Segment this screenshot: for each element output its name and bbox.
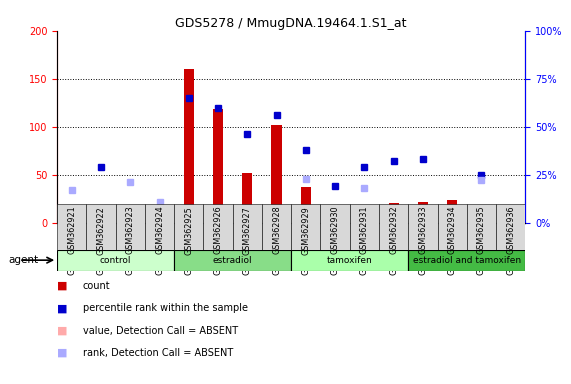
Text: GSM362922: GSM362922 <box>96 206 106 255</box>
Text: value, Detection Call = ABSENT: value, Detection Call = ABSENT <box>83 326 238 336</box>
Text: GSM362935: GSM362935 <box>477 206 486 255</box>
Text: GSM362925: GSM362925 <box>184 206 194 255</box>
Text: control: control <box>100 256 131 265</box>
Text: estradiol: estradiol <box>213 256 252 265</box>
Bar <box>496 204 525 250</box>
Bar <box>418 202 428 223</box>
Bar <box>330 213 340 223</box>
Text: GSM362930: GSM362930 <box>331 206 340 254</box>
Text: GSM362927: GSM362927 <box>243 206 252 255</box>
Bar <box>57 250 174 271</box>
Text: tamoxifen: tamoxifen <box>327 256 373 265</box>
Bar <box>115 204 145 250</box>
Bar <box>271 125 282 223</box>
Text: GSM362928: GSM362928 <box>272 206 281 255</box>
Text: ■: ■ <box>57 281 67 291</box>
Bar <box>291 204 320 250</box>
Bar <box>476 211 486 223</box>
Text: count: count <box>83 281 110 291</box>
Text: rank, Detection Call = ABSENT: rank, Detection Call = ABSENT <box>83 348 233 358</box>
Bar <box>330 211 340 223</box>
Text: GSM362933: GSM362933 <box>419 206 428 254</box>
Bar <box>437 204 467 250</box>
Bar <box>301 187 311 223</box>
Bar <box>203 204 233 250</box>
Bar <box>379 204 408 250</box>
Bar <box>154 213 164 223</box>
Text: ■: ■ <box>57 326 67 336</box>
Bar <box>505 207 516 223</box>
Bar <box>242 173 252 223</box>
Bar <box>408 250 525 271</box>
Bar <box>447 200 457 223</box>
Bar <box>467 204 496 250</box>
Text: GSM362921: GSM362921 <box>67 206 77 255</box>
Bar <box>184 69 194 223</box>
Bar <box>262 204 291 250</box>
Text: GSM362926: GSM362926 <box>214 206 223 255</box>
Text: agent: agent <box>9 255 39 265</box>
Text: GSM362929: GSM362929 <box>301 206 311 255</box>
Bar <box>67 215 77 223</box>
Bar <box>96 205 106 223</box>
Bar <box>145 204 174 250</box>
Text: GSM362924: GSM362924 <box>155 206 164 255</box>
Bar <box>213 109 223 223</box>
Title: GDS5278 / MmugDNA.19464.1.S1_at: GDS5278 / MmugDNA.19464.1.S1_at <box>175 17 407 30</box>
Bar <box>408 204 437 250</box>
Text: GSM362932: GSM362932 <box>389 206 398 255</box>
Text: estradiol and tamoxifen: estradiol and tamoxifen <box>413 256 521 265</box>
Bar <box>174 204 203 250</box>
Text: ■: ■ <box>57 303 67 313</box>
Text: GSM362931: GSM362931 <box>360 206 369 254</box>
Bar <box>57 204 86 250</box>
Bar <box>125 215 135 223</box>
Text: percentile rank within the sample: percentile rank within the sample <box>83 303 248 313</box>
Text: GSM362934: GSM362934 <box>448 206 457 254</box>
Bar <box>233 204 262 250</box>
Bar <box>388 203 399 223</box>
Bar <box>320 204 349 250</box>
Text: ■: ■ <box>57 348 67 358</box>
Text: GSM362923: GSM362923 <box>126 206 135 255</box>
Bar <box>349 204 379 250</box>
Bar <box>86 204 115 250</box>
Bar <box>174 250 291 271</box>
Bar <box>291 250 408 271</box>
Text: GSM362936: GSM362936 <box>506 206 515 254</box>
